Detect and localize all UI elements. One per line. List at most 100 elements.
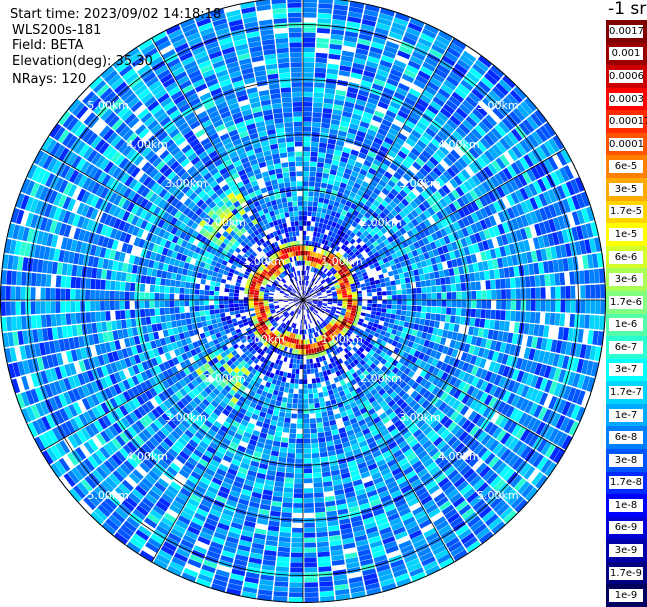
range-gate	[199, 310, 206, 317]
range-gate	[425, 174, 435, 184]
range-gate	[294, 483, 303, 489]
range-gate	[425, 503, 438, 514]
range-gate	[347, 337, 353, 343]
range-gate	[585, 206, 595, 222]
range-gate	[407, 300, 412, 306]
range-gate	[373, 233, 380, 241]
range-gate	[375, 420, 384, 429]
range-gate	[337, 326, 343, 331]
range-gate	[337, 293, 343, 297]
range-gate	[362, 14, 378, 22]
range-gate	[361, 181, 370, 188]
range-gate	[386, 255, 394, 262]
range-gate	[342, 318, 348, 323]
range-gate	[329, 312, 335, 316]
range-gate	[192, 587, 208, 597]
range-gate	[328, 455, 337, 462]
range-gate	[305, 339, 308, 345]
range-gate	[223, 597, 240, 603]
range-gate	[200, 316, 206, 322]
range-gate	[397, 82, 410, 92]
range-gate	[318, 197, 325, 203]
range-gate	[528, 263, 535, 275]
range-gate	[479, 318, 486, 328]
range-gate	[321, 177, 329, 184]
range-gate	[320, 249, 325, 255]
range-gate	[498, 121, 510, 134]
range-gate	[352, 346, 358, 353]
range-gate	[306, 359, 310, 365]
range-gate	[496, 445, 508, 458]
range-gate	[487, 131, 499, 143]
range-gate	[560, 341, 568, 355]
range-gate	[529, 311, 536, 324]
range-gate	[289, 592, 303, 598]
range-gate	[341, 532, 354, 540]
range-gate	[348, 505, 360, 513]
range-gate	[327, 204, 334, 211]
range-gate	[95, 301, 100, 311]
range-gate	[278, 541, 291, 548]
range-gate	[368, 408, 376, 416]
range-gate	[319, 217, 325, 224]
range-gate	[361, 343, 367, 350]
range-gate	[488, 215, 497, 227]
range-gate	[387, 236, 394, 243]
range-gate	[479, 137, 491, 150]
range-gate	[487, 163, 498, 175]
range-gate	[215, 313, 221, 319]
range-gate	[432, 248, 440, 257]
range-gate	[402, 207, 411, 216]
range-gate	[594, 315, 600, 330]
range-gate	[461, 227, 469, 237]
range-gate	[363, 516, 375, 525]
range-gate	[384, 476, 396, 485]
range-gate	[358, 277, 364, 282]
range-gate	[461, 508, 475, 520]
range-gate	[382, 450, 393, 459]
range-gate	[345, 425, 353, 432]
range-gate	[457, 172, 467, 183]
range-gate	[303, 344, 306, 350]
range-gate	[391, 563, 406, 573]
range-gate	[339, 225, 345, 232]
range-gate	[331, 276, 336, 281]
range-gate	[286, 457, 295, 464]
range-gate	[456, 29, 472, 42]
range-gate	[359, 227, 366, 234]
range-gate	[409, 348, 416, 356]
range-gate	[202, 326, 209, 333]
range-gate	[292, 348, 296, 354]
range-gate	[326, 68, 339, 75]
range-gate	[328, 525, 340, 532]
range-gate	[420, 33, 435, 44]
range-gate	[75, 503, 90, 518]
range-gate	[317, 296, 323, 299]
range-gate	[403, 359, 411, 367]
range-gate	[303, 72, 314, 78]
range-gate	[275, 571, 289, 577]
range-gate	[308, 246, 312, 251]
range-gate	[391, 521, 404, 531]
range-gate	[411, 460, 423, 470]
range-gate	[264, 550, 277, 557]
range-gate	[314, 252, 318, 258]
range-gate	[343, 106, 354, 113]
range-gate	[387, 338, 394, 345]
range-gate	[520, 214, 529, 227]
range-gate	[272, 389, 279, 396]
range-gate	[331, 469, 340, 476]
range-gate	[398, 540, 412, 550]
range-gate	[487, 350, 495, 361]
range-gate	[484, 319, 491, 329]
range-gate	[571, 226, 579, 241]
range-gate	[331, 24, 345, 31]
range-gate	[446, 46, 461, 58]
range-gate	[358, 152, 367, 160]
range-gate	[340, 395, 348, 402]
range-gate	[346, 21, 361, 29]
range-gate	[350, 355, 356, 362]
range-gate	[335, 321, 341, 326]
range-gate	[483, 489, 496, 502]
range-gate	[512, 440, 524, 454]
